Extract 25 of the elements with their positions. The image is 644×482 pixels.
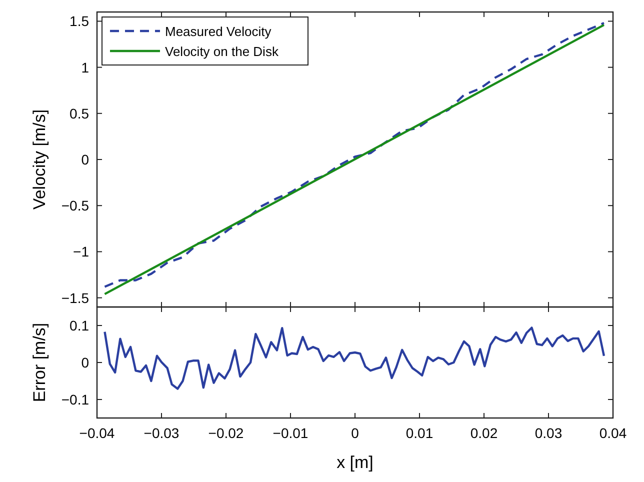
legend-label: Velocity on the Disk [165, 44, 279, 59]
y-tick-label: −1.5 [61, 290, 90, 306]
x-tick-label: −0.03 [144, 425, 180, 441]
y-tick-label: −0.1 [61, 392, 90, 408]
x-tick-label: −0.01 [272, 425, 308, 441]
x-tick-label: 0.02 [470, 425, 498, 441]
x-tick-label: 0.03 [534, 425, 562, 441]
y-tick-label: 1 [81, 59, 90, 76]
x-tick-label: −0.02 [208, 425, 244, 441]
y-tick-label: 0.1 [70, 318, 90, 334]
x-tick-label: 0.04 [599, 425, 627, 441]
y-tick-label: 0 [81, 152, 90, 168]
x-axis-title: x [m] [336, 453, 374, 472]
y-tick-label: 0.5 [70, 105, 90, 122]
x-tick-label: −0.04 [79, 425, 115, 441]
y-axis-title: Error [m/s] [30, 322, 49, 402]
x-tick-label: 0.01 [406, 425, 434, 441]
y-tick-label: 1.5 [70, 13, 90, 30]
y-tick-label: −1 [73, 244, 90, 260]
y-axis-title: Velocity [m/s] [30, 109, 49, 210]
y-tick-label: 0 [81, 354, 90, 370]
x-tick-label: 0 [351, 425, 360, 441]
legend-label: Measured Velocity [165, 24, 272, 39]
line-series [104, 326, 606, 390]
y-tick-label: −0.5 [61, 198, 90, 214]
